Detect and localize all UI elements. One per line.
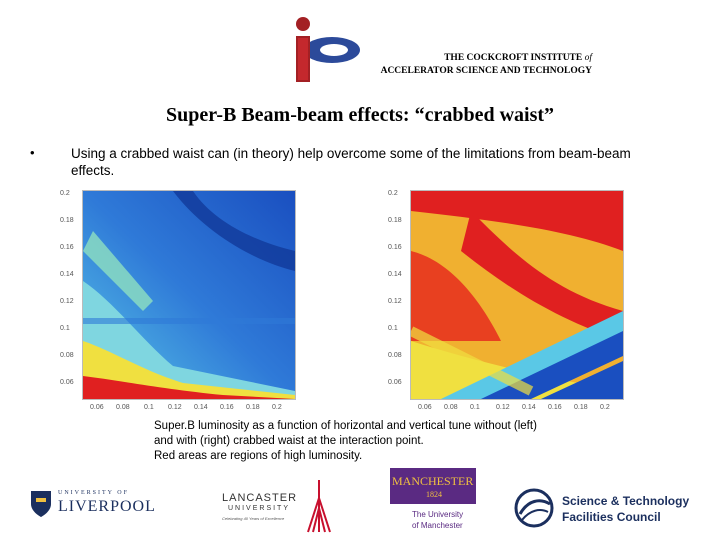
left-heatmap (82, 190, 296, 400)
manchester-sub2: of Manchester (412, 521, 463, 530)
stfc-line1: Science & Technology (562, 494, 690, 508)
lancaster-big-text: LANCASTER (222, 492, 298, 504)
right-xtick: 0.18 (574, 404, 588, 411)
left-ytick: 0.06 (60, 379, 74, 386)
left-ytick: 0.18 (60, 217, 74, 224)
manchester-badge: MANCHESTER 1824 (390, 468, 476, 504)
right-ytick: 0.2 (388, 190, 398, 197)
left-ytick: 0.08 (60, 352, 74, 359)
manchester-sub1: The University (412, 510, 464, 519)
right-xtick: 0.1 (470, 404, 480, 411)
right-ytick: 0.14 (388, 271, 402, 278)
stfc-swirl-icon (514, 488, 554, 528)
liverpool-crest-icon (31, 491, 51, 517)
manchester-year: 1824 (426, 490, 442, 499)
right-ytick: 0.08 (388, 352, 402, 359)
left-ytick: 0.1 (60, 325, 70, 332)
lancaster-small-text: UNIVERSITY (228, 505, 291, 512)
right-ytick: 0.12 (388, 298, 402, 305)
left-xtick: 0.2 (272, 404, 282, 411)
liverpool-logo: UNIVERSITY OF LIVERPOOL (30, 486, 155, 526)
left-xtick: 0.08 (116, 404, 130, 411)
figure-caption: Super.B luminosity as a function of hori… (154, 419, 624, 464)
left-xtick: 0.16 (220, 404, 234, 411)
bullet-text: Using a crabbed waist can (in theory) he… (71, 146, 631, 178)
left-ytick: 0.16 (60, 244, 74, 251)
stfc-line2: Facilities Council (562, 510, 661, 524)
left-luminosity-plot: 0.2 0.18 0.16 0.14 0.12 0.1 0.08 0.06 0.… (52, 188, 302, 416)
manchester-word: MANCHESTER (392, 474, 474, 488)
right-xtick: 0.06 (418, 404, 432, 411)
right-xtick: 0.16 (548, 404, 562, 411)
right-luminosity-plot: 0.2 0.18 0.16 0.14 0.12 0.1 0.08 0.06 0.… (366, 188, 628, 416)
right-ytick: 0.18 (388, 217, 402, 224)
left-xtick: 0.06 (90, 404, 104, 411)
left-ytick: 0.12 (60, 298, 74, 305)
liverpool-big-text: LIVERPOOL (58, 498, 156, 515)
right-ytick: 0.1 (388, 325, 398, 332)
left-ytick: 0.2 (60, 190, 70, 197)
caption-line2: and with (right) crabbed waist at the in… (154, 435, 424, 447)
left-ytick: 0.14 (60, 271, 74, 278)
left-xtick: 0.1 (144, 404, 154, 411)
institute-name: THE COCKCROFT INSTITUTE of ACCELERATOR S… (330, 52, 592, 78)
caption-line3: Red areas are regions of high luminosity… (154, 450, 363, 462)
left-xtick: 0.14 (194, 404, 208, 411)
institute-line2: ACCELERATOR SCIENCE AND TECHNOLOGY (380, 66, 592, 76)
manchester-logo: MANCHESTER 1824 The University of Manche… (390, 468, 480, 536)
right-xtick: 0.08 (444, 404, 458, 411)
lancaster-logo: LANCASTER UNIVERSITY Celebrating 40 Year… (222, 478, 352, 536)
right-ytick: 0.06 (388, 379, 402, 386)
right-xtick: 0.12 (496, 404, 510, 411)
lancaster-emblem-icon (307, 480, 331, 533)
right-heatmap (410, 190, 624, 400)
slide-title: Super-B Beam-beam effects: “crabbed wais… (165, 104, 555, 126)
cockcroft-logo (296, 17, 360, 82)
stfc-logo: Science & Technology Facilities Council (514, 488, 710, 528)
lancaster-tagline: Celebrating 40 Years of Excellence (222, 516, 285, 521)
institute-line1: THE COCKCROFT INSTITUTE (444, 53, 583, 63)
institute-of: of (584, 53, 592, 63)
bullet-marker: • (30, 145, 35, 160)
right-xtick: 0.14 (522, 404, 536, 411)
right-xtick: 0.2 (600, 404, 610, 411)
caption-line1: Super.B luminosity as a function of hori… (154, 420, 537, 432)
left-xtick: 0.18 (246, 404, 260, 411)
left-xtick: 0.12 (168, 404, 182, 411)
liverpool-small-text: UNIVERSITY OF (58, 490, 129, 496)
right-ytick: 0.16 (388, 244, 402, 251)
